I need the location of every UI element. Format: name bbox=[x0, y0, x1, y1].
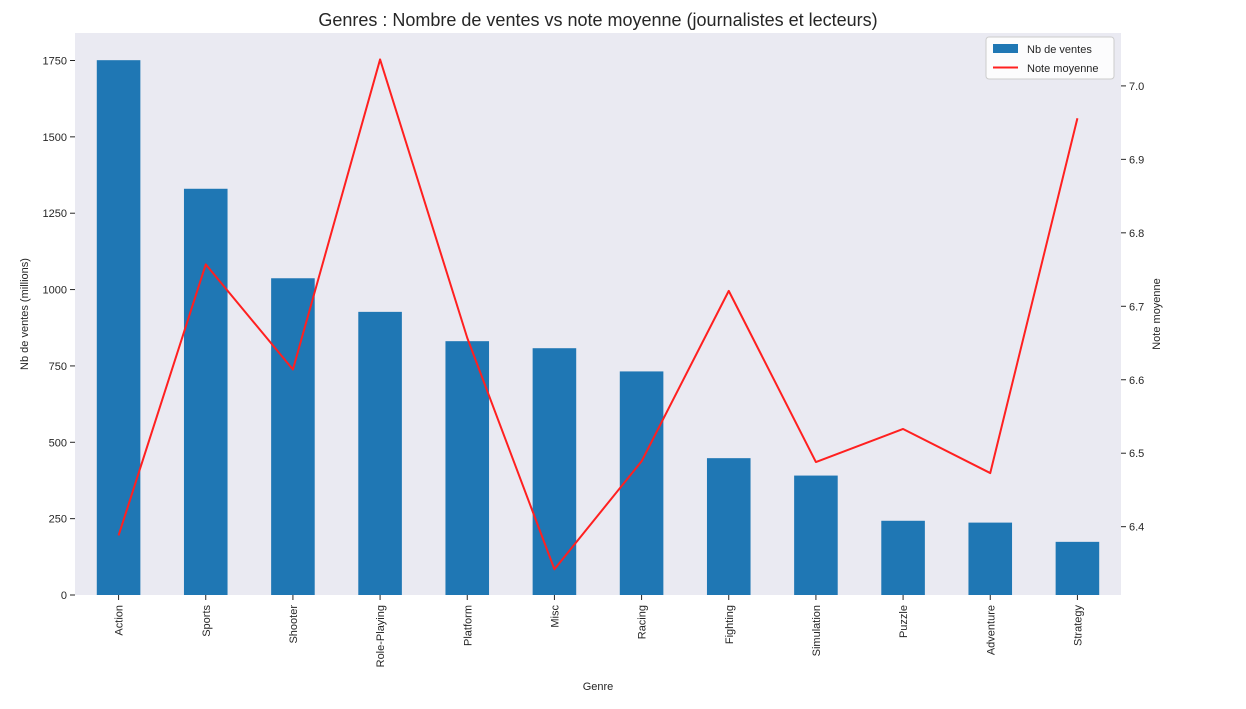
y-axis-ticks: 0 250 500 750 1000 1250 1500 1750 bbox=[43, 55, 75, 602]
y2-tick-label: 6.9 bbox=[1129, 154, 1144, 166]
x-tick-label: Role-Playing bbox=[375, 605, 387, 667]
y-tick-label: 1750 bbox=[43, 55, 67, 67]
y-axis-label: Nb de ventes (millions) bbox=[19, 258, 31, 370]
bar-racing bbox=[619, 371, 664, 595]
y2-axis-ticks: 6.4 6.5 6.6 6.7 6.8 6.9 7.0 bbox=[1121, 81, 1144, 534]
y2-axis-label: Note moyenne bbox=[1151, 278, 1163, 350]
x-tick-label: Fighting bbox=[724, 605, 736, 644]
x-tick-label: Puzzle bbox=[898, 605, 910, 638]
x-tick-label: Adventure bbox=[985, 605, 997, 655]
bar-shooter bbox=[271, 278, 315, 595]
bar-platform bbox=[445, 341, 490, 595]
y2-tick-label: 6.5 bbox=[1129, 448, 1144, 460]
y-tick-label: 1500 bbox=[43, 132, 67, 144]
y2-tick-label: 6.7 bbox=[1129, 301, 1144, 313]
bar-sports bbox=[183, 188, 228, 595]
legend-bar-swatch bbox=[993, 44, 1018, 53]
legend: Nb de ventes Note moyenne bbox=[985, 36, 1115, 80]
x-tick-label: Strategy bbox=[1072, 605, 1084, 646]
y2-tick-label: 7.0 bbox=[1129, 81, 1144, 93]
line-layer bbox=[117, 58, 1079, 571]
x-tick-label: Sports bbox=[201, 605, 213, 637]
x-tick-label: Misc bbox=[549, 605, 561, 628]
y2-tick-label: 6.6 bbox=[1129, 375, 1144, 387]
bar-fighting bbox=[706, 458, 751, 595]
bar-role-playing bbox=[358, 311, 402, 595]
y-tick-label: 0 bbox=[61, 590, 67, 602]
bar-simulation bbox=[794, 475, 838, 595]
line-series-note-moyenne bbox=[117, 58, 1079, 571]
y-tick-label: 250 bbox=[49, 514, 67, 526]
y2-tick-label: 6.8 bbox=[1129, 228, 1144, 240]
x-tick-label: Racing bbox=[637, 605, 649, 639]
x-tick-label: Simulation bbox=[811, 605, 823, 656]
y2-tick-label: 6.4 bbox=[1129, 522, 1144, 534]
x-axis-label: Genre bbox=[583, 681, 614, 693]
bar-misc bbox=[532, 348, 577, 595]
x-tick-label: Platform bbox=[462, 605, 474, 646]
bar-adventure bbox=[968, 522, 1013, 595]
bar-puzzle bbox=[881, 520, 925, 595]
x-tick-label: Action bbox=[114, 605, 126, 636]
legend-label-bars: Nb de ventes bbox=[1027, 44, 1092, 56]
bars-layer bbox=[96, 60, 1100, 596]
bar-action bbox=[96, 60, 141, 596]
x-tick-label: Shooter bbox=[288, 605, 300, 644]
legend-label-line: Note moyenne bbox=[1027, 63, 1099, 75]
y-tick-label: 750 bbox=[49, 361, 67, 373]
bar-strategy bbox=[1055, 541, 1100, 595]
y-tick-label: 500 bbox=[49, 437, 67, 449]
x-axis-ticks: Action Sports Shooter Role-Playing Platform M… bbox=[114, 595, 1084, 667]
plot-background bbox=[75, 33, 1121, 595]
chart-title: Genres : Nombre de ventes vs note moyenn… bbox=[318, 10, 877, 30]
y-tick-label: 1250 bbox=[43, 208, 67, 220]
y-tick-label: 1000 bbox=[43, 285, 67, 297]
